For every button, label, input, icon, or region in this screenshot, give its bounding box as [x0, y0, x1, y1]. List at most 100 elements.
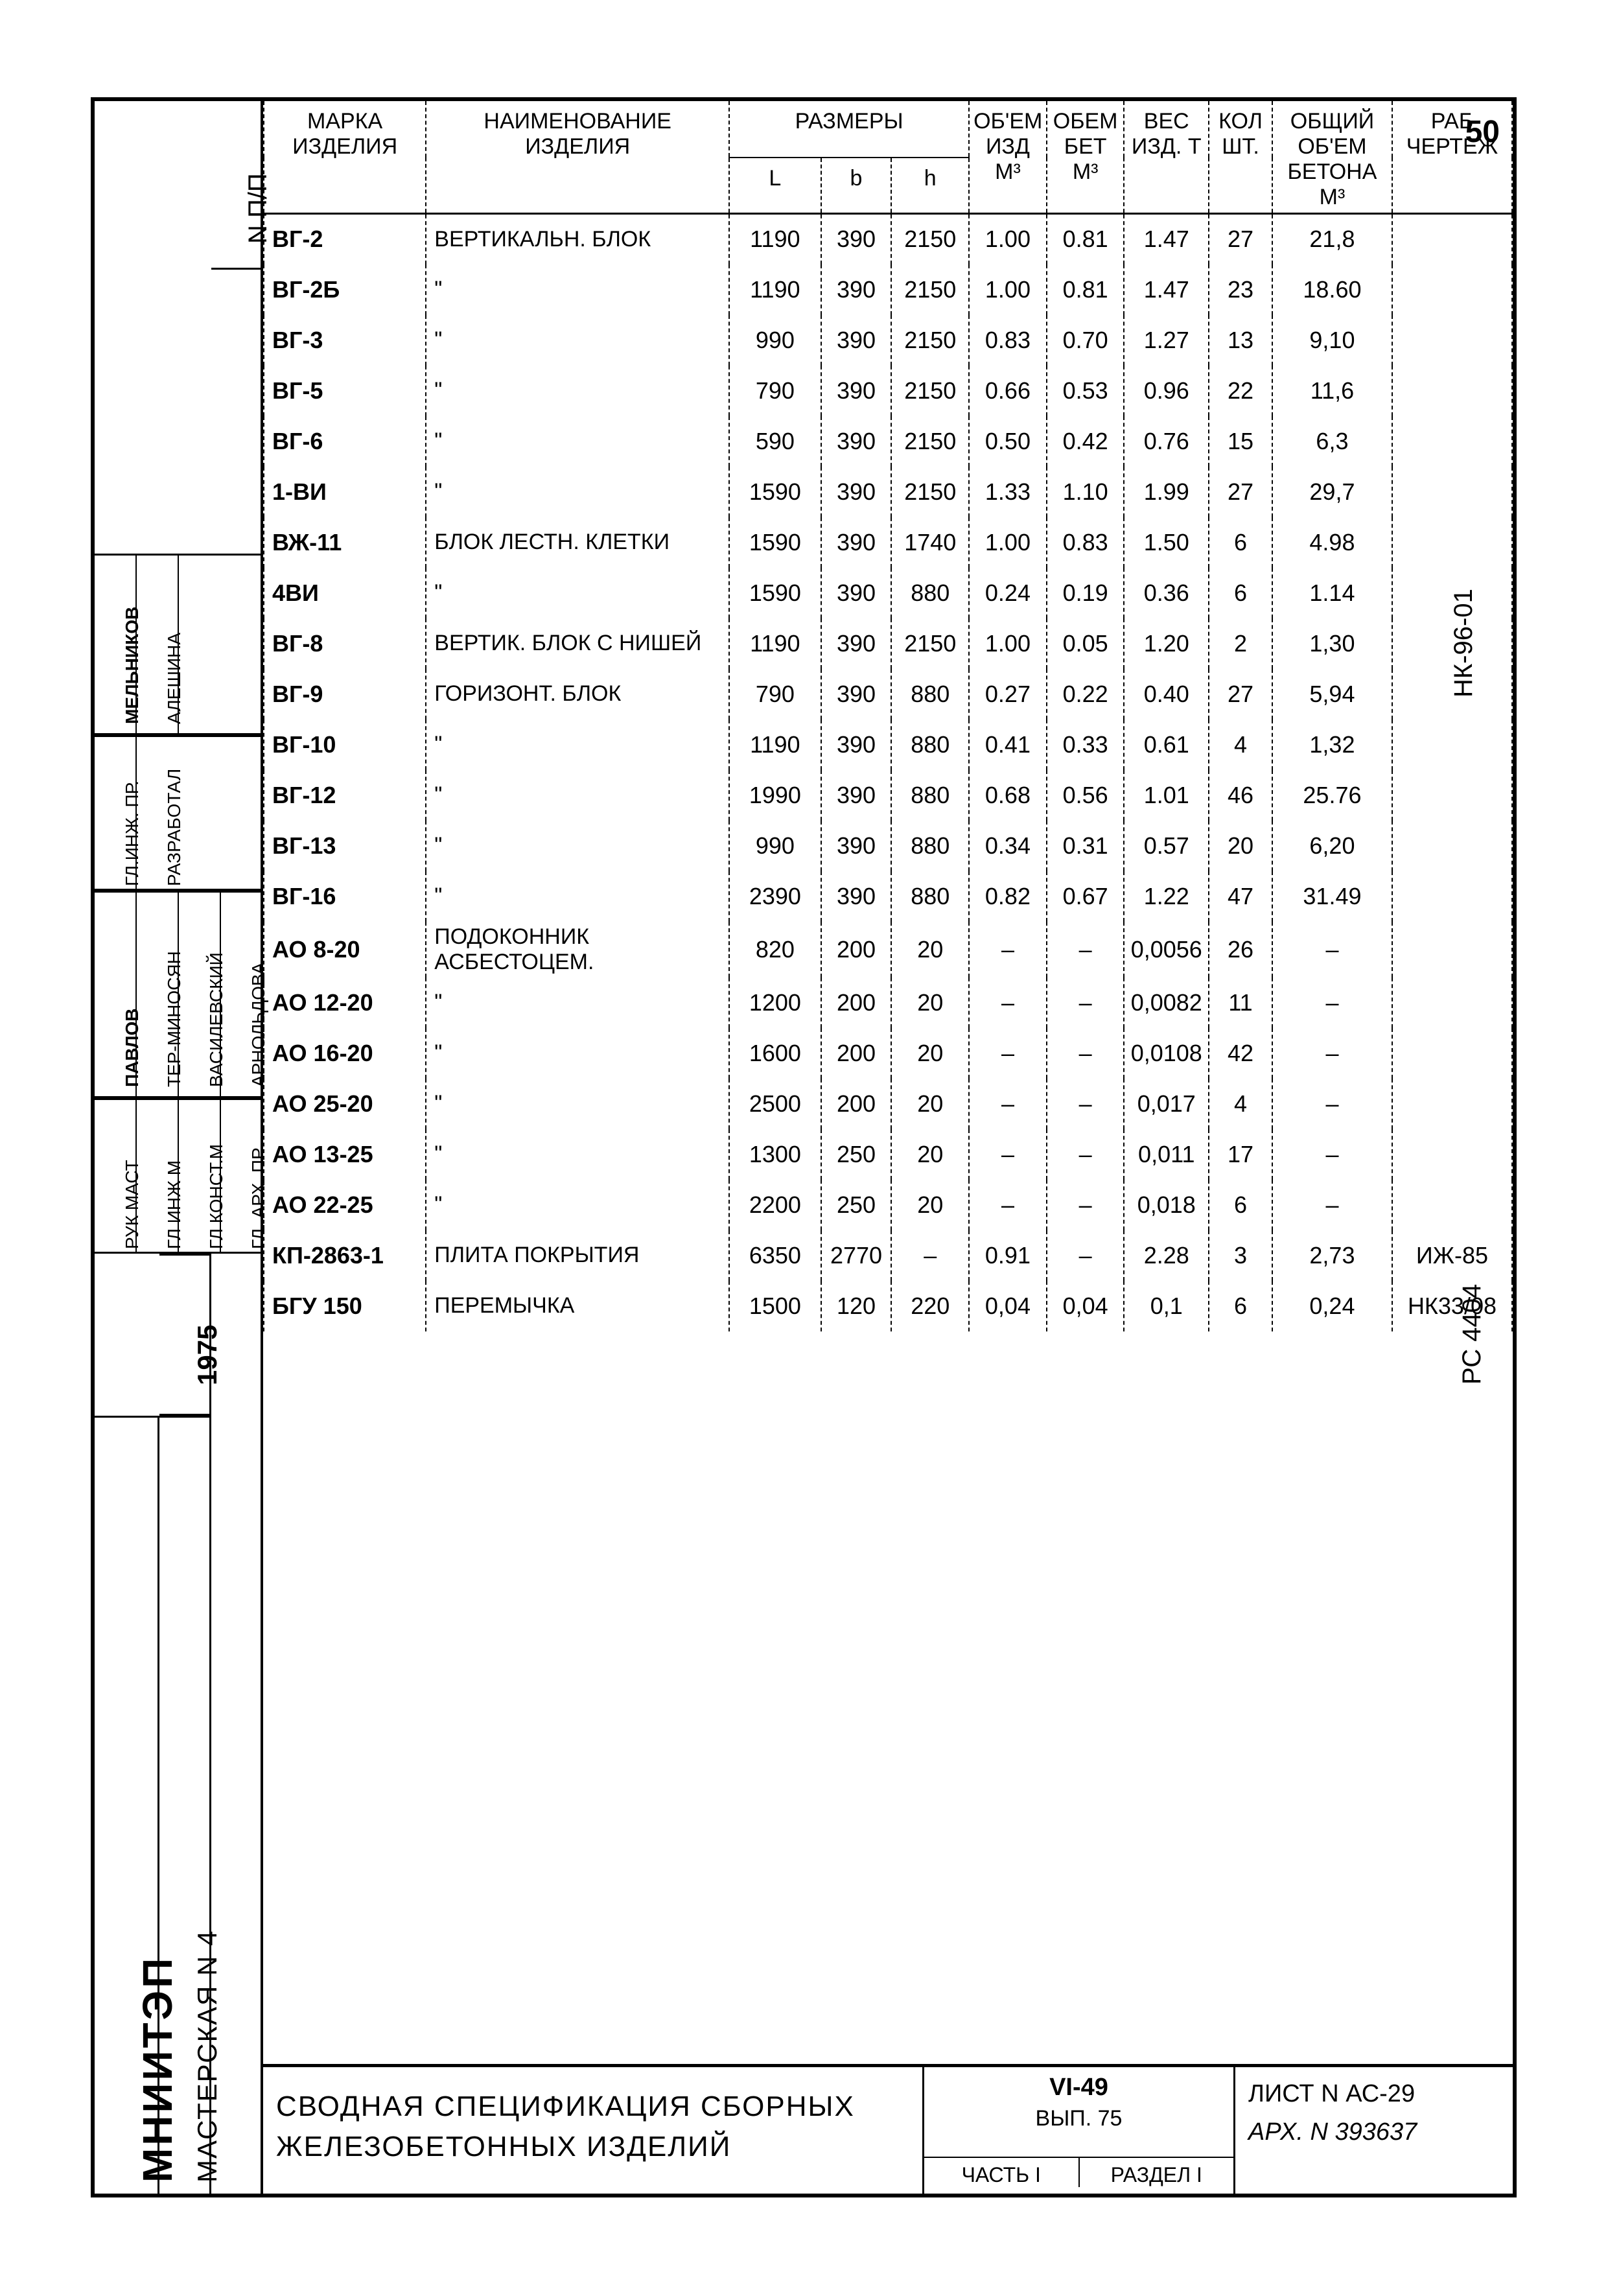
table-row: ВГ-9ГОРИЗОНТ. БЛОК7903908800.270.220.402…	[264, 669, 1512, 720]
cell-w: 0,011	[1124, 1129, 1209, 1180]
cell-v1: 0.34	[969, 821, 1047, 871]
cell-q: 27	[1209, 467, 1272, 517]
cell-b: 250	[821, 1129, 892, 1180]
col-mark: МАРКА ИЗДЕЛИЯ	[264, 101, 426, 214]
cell-name: "	[426, 978, 729, 1028]
cell-b: 390	[821, 568, 892, 618]
cell-v2: –	[1047, 1129, 1124, 1180]
cell-v1: –	[969, 922, 1047, 978]
cell-v2: 0.56	[1047, 770, 1124, 821]
cell-L: 2390	[729, 871, 821, 922]
col-L: L	[729, 158, 821, 214]
cell-b: 390	[821, 214, 892, 264]
cell-q: 42	[1209, 1028, 1272, 1079]
cell-h: 880	[891, 669, 969, 720]
col-wt: ВЕС ИЗД. Т	[1124, 101, 1209, 214]
cell-v2: –	[1047, 1079, 1124, 1129]
cell-h: 20	[891, 1180, 969, 1230]
cell-dwg	[1392, 517, 1512, 568]
cell-v1: 1.00	[969, 517, 1047, 568]
cell-q: 2	[1209, 618, 1272, 669]
cell-v2: –	[1047, 978, 1124, 1028]
part-label: ЧАСТЬ I	[924, 2158, 1080, 2187]
cell-v1: 0,04	[969, 1281, 1047, 1331]
cell-mark: 4ВИ	[264, 568, 426, 618]
cell-h: 880	[891, 821, 969, 871]
cell-h: 20	[891, 978, 969, 1028]
cell-tot: 1,32	[1272, 720, 1392, 770]
cell-q: 3	[1209, 1230, 1272, 1281]
cell-dwg	[1392, 720, 1512, 770]
cell-mark: АО 13-25	[264, 1129, 426, 1180]
cell-name: "	[426, 1079, 729, 1129]
cell-v1: –	[969, 1079, 1047, 1129]
cell-w: 1.22	[1124, 871, 1209, 922]
cell-v1: 0.50	[969, 416, 1047, 467]
cell-q: 46	[1209, 770, 1272, 821]
col-dims: РАЗМЕРЫ	[729, 101, 969, 158]
cell-name: ПОДОКОННИК АСБЕСТОЦЕМ.	[426, 922, 729, 978]
cell-w: 0,0108	[1124, 1028, 1209, 1079]
col-qty: КОЛ ШТ.	[1209, 101, 1272, 214]
cell-name: "	[426, 1028, 729, 1079]
cell-w: 0.36	[1124, 568, 1209, 618]
cell-tot: –	[1272, 1129, 1392, 1180]
cell-h: 20	[891, 922, 969, 978]
cell-q: 4	[1209, 1079, 1272, 1129]
cell-name: "	[426, 770, 729, 821]
left-strip: N П/П МНИИТЭП МАСТЕРСКАЯ N 4 1975 РУК МА…	[95, 101, 263, 2194]
cell-w: 1.01	[1124, 770, 1209, 821]
cell-v2: 1.10	[1047, 467, 1124, 517]
cell-tot: 29,7	[1272, 467, 1392, 517]
cell-v1: 0.41	[969, 720, 1047, 770]
cell-name: ГОРИЗОНТ. БЛОК	[426, 669, 729, 720]
cell-q: 47	[1209, 871, 1272, 922]
cell-h: 2150	[891, 315, 969, 366]
cell-v2: 0.83	[1047, 517, 1124, 568]
cell-L: 820	[729, 922, 821, 978]
cell-b: 250	[821, 1180, 892, 1230]
cell-b: 200	[821, 1079, 892, 1129]
cell-mark: АО 12-20	[264, 978, 426, 1028]
table-row: ВГ-3"99039021500.830.701.27139,10	[264, 315, 1512, 366]
side-reference: РС 4404	[1458, 1284, 1487, 1385]
cell-v2: 0.81	[1047, 214, 1124, 264]
cell-h: 2150	[891, 618, 969, 669]
cell-v2: 0.70	[1047, 315, 1124, 366]
cell-v1: –	[969, 1129, 1047, 1180]
cell-v1: 0.27	[969, 669, 1047, 720]
cell-b: 390	[821, 517, 892, 568]
cell-mark: ВГ-13	[264, 821, 426, 871]
cell-tot: 11,6	[1272, 366, 1392, 416]
spec-table: МАРКА ИЗДЕЛИЯ НАИМЕНОВАНИЕ ИЗДЕЛИЯ РАЗМЕ…	[263, 101, 1513, 1331]
cell-v1: 0.24	[969, 568, 1047, 618]
cell-L: 790	[729, 669, 821, 720]
cell-L: 1990	[729, 770, 821, 821]
cell-q: 26	[1209, 922, 1272, 978]
cell-v2: 0,04	[1047, 1281, 1124, 1331]
cell-tot: 6,20	[1272, 821, 1392, 871]
cell-h: 880	[891, 568, 969, 618]
cell-L: 790	[729, 366, 821, 416]
section-label: РАЗДЕЛ I	[1080, 2158, 1234, 2187]
sig-block-roles2: ГЛ.ИНЖ. ПР. РАЗРАБОТАЛ	[95, 735, 263, 891]
cell-dwg	[1392, 922, 1512, 978]
cell-b: 390	[821, 618, 892, 669]
cell-v1: 0.66	[969, 366, 1047, 416]
cell-b: 390	[821, 669, 892, 720]
cell-w: 1.20	[1124, 618, 1209, 669]
cell-w: 0.57	[1124, 821, 1209, 871]
table-row: АО 8-20ПОДОКОННИК АСБЕСТОЦЕМ.82020020––0…	[264, 922, 1512, 978]
table-row: АО 12-20"120020020––0,008211–	[264, 978, 1512, 1028]
cell-h: 20	[891, 1028, 969, 1079]
cell-mark: ВЖ-11	[264, 517, 426, 568]
cell-h: 220	[891, 1281, 969, 1331]
cell-v2: 0.05	[1047, 618, 1124, 669]
cell-tot: 6,3	[1272, 416, 1392, 467]
table-row: ВГ-12"19903908800.680.561.014625.76	[264, 770, 1512, 821]
cell-name: БЛОК ЛЕСТН. КЛЕТКИ	[426, 517, 729, 568]
cell-dwg	[1392, 467, 1512, 517]
spec-table-area: МАРКА ИЗДЕЛИЯ НАИМЕНОВАНИЕ ИЗДЕЛИЯ РАЗМЕ…	[263, 101, 1513, 2064]
cell-w: 1.50	[1124, 517, 1209, 568]
col-total: ОБЩИЙ ОБ'ЕМ БЕТОНА М³	[1272, 101, 1392, 214]
